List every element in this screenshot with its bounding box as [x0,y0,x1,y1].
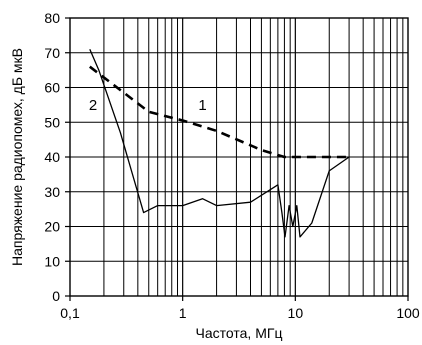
x-tick-label: 1 [179,305,187,321]
x-axis-label: Частота, МГц [196,325,283,341]
curve-label-1: 1 [198,97,206,114]
plot-frame [69,17,409,297]
y-tick-label: 60 [44,80,60,96]
y-tick-label: 80 [44,10,60,26]
y-tick-label: 70 [44,45,60,61]
y-tick-labels: 0 10 20 30 40 50 60 70 80 [44,10,60,304]
x-tick-labels: 0,1 1 10 100 [60,305,420,321]
series [89,49,350,238]
curve-label-2: 2 [89,97,97,114]
x-tick-label: 0,1 [60,305,80,321]
y-tick-label: 30 [44,184,60,200]
y-tick-label: 0 [52,288,60,304]
series-line-1 [89,65,350,159]
x-tick-label: 100 [396,305,420,321]
y-tick-label: 10 [44,253,60,269]
y-tick-label: 20 [44,219,60,235]
y-tick-label: 40 [44,149,60,165]
x-tick-label: 10 [288,305,304,321]
series-line-2 [89,49,350,238]
y-axis-label: Напряжение радиопомех, дБ мкВ [9,48,25,266]
grid [65,17,409,301]
curve-labels: 12 [89,97,207,114]
y-tick-label: 50 [44,114,60,130]
